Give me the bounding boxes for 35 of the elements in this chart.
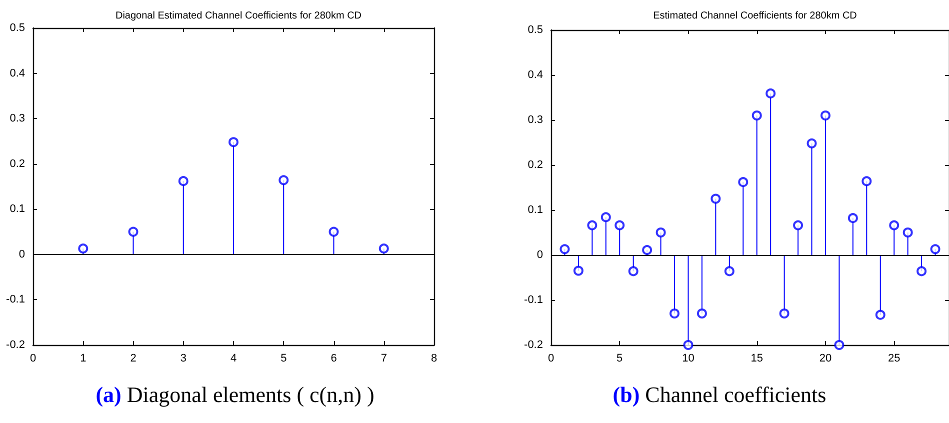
chart-title: Diagonal Estimated Channel Coefficients for 280km CD bbox=[115, 10, 362, 22]
y-tick-label: -0.2 bbox=[6, 339, 25, 351]
x-tick-label: 7 bbox=[380, 352, 387, 364]
x-tick-label: 25 bbox=[888, 352, 900, 364]
x-tick-label: 10 bbox=[682, 352, 694, 364]
y-tick-label: 0 bbox=[536, 249, 543, 261]
y-tick-label: 0.4 bbox=[528, 69, 543, 81]
chart-title: Estimated Channel Coefficients for 280km CD bbox=[653, 10, 857, 22]
y-tick-label: 0.4 bbox=[10, 67, 25, 80]
y-tick-label: 0.1 bbox=[528, 204, 543, 216]
y-tick-label: 0.5 bbox=[528, 24, 543, 36]
y-tick-label: -0.1 bbox=[524, 294, 543, 306]
x-tick-label: 5 bbox=[280, 352, 287, 364]
x-tick-label: 0 bbox=[548, 352, 554, 364]
x-tick-label: 20 bbox=[819, 352, 832, 364]
y-tick-label: -0.1 bbox=[6, 294, 25, 306]
y-tick-label: 0.5 bbox=[10, 22, 25, 34]
y-tick-label: 0.1 bbox=[10, 203, 25, 216]
y-tick-label: 0.2 bbox=[10, 158, 25, 170]
x-tick-label: 5 bbox=[616, 352, 623, 364]
x-tick-label: 1 bbox=[80, 352, 86, 364]
x-tick-label: 3 bbox=[180, 352, 186, 364]
y-tick-label: 0.2 bbox=[528, 159, 543, 171]
x-tick-label: 2 bbox=[130, 352, 136, 364]
text: (b) Channel coefficients bbox=[612, 382, 828, 408]
y-tick-label: 0 bbox=[18, 248, 25, 260]
text: (a) Diagonal elements ( c(n,n) ) bbox=[94, 382, 376, 408]
x-tick-label: 4 bbox=[230, 352, 237, 364]
x-tick-label: 15 bbox=[750, 352, 763, 364]
y-tick-label: 0.3 bbox=[528, 114, 543, 126]
x-tick-label: 6 bbox=[330, 352, 337, 364]
y-tick-label: 0.3 bbox=[10, 112, 25, 125]
x-tick-label: 0 bbox=[30, 352, 36, 364]
x-tick-label: 8 bbox=[430, 352, 438, 364]
y-tick-label: -0.2 bbox=[524, 339, 543, 351]
